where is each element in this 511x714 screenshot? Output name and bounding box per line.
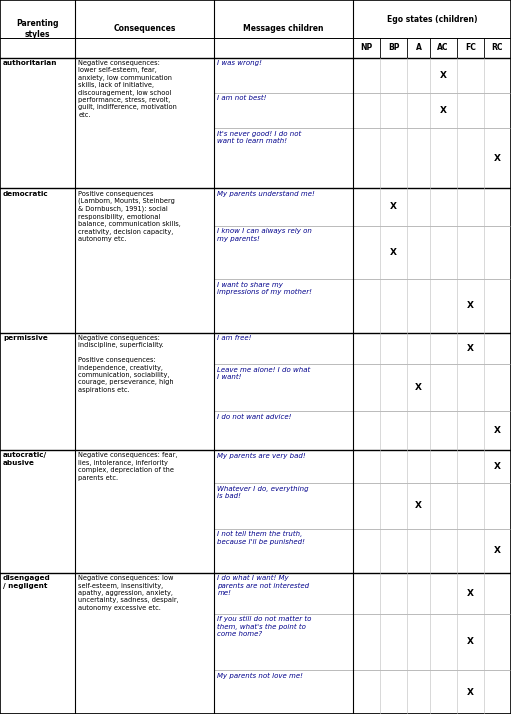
Text: X: X <box>494 426 501 435</box>
Text: I was wrong!: I was wrong! <box>217 60 262 66</box>
Text: X: X <box>439 71 447 80</box>
Text: authoritarian: authoritarian <box>3 60 58 66</box>
Text: Negative consequences:
lower self-esteem, fear,
anxiety, low communication
skill: Negative consequences: lower self-esteem… <box>79 60 177 118</box>
Text: X: X <box>467 344 474 353</box>
Text: X: X <box>415 383 422 392</box>
Text: Messages children: Messages children <box>243 24 324 34</box>
Text: X: X <box>415 501 422 511</box>
Text: If you still do not matter to
them, what's the point to
come home?: If you still do not matter to them, what… <box>217 616 312 637</box>
Text: I not tell them the truth,
because I'll be punished!: I not tell them the truth, because I'll … <box>217 531 305 545</box>
Text: It's never good! I do not
want to learn math!: It's never good! I do not want to learn … <box>217 131 301 144</box>
Text: X: X <box>390 248 398 257</box>
Text: Leave me alone! I do what
I want!: Leave me alone! I do what I want! <box>217 367 311 380</box>
Text: A: A <box>415 44 422 52</box>
Text: X: X <box>390 202 398 211</box>
Text: Ego states (children): Ego states (children) <box>387 14 477 24</box>
Text: My parents not love me!: My parents not love me! <box>217 673 303 679</box>
Text: Negative consequences:
indiscipline, superficiality.

Positive consequences:
ind: Negative consequences: indiscipline, sup… <box>79 335 174 393</box>
Text: Negative consequences: fear,
lies, intolerance, inferiority
complex, depreciatio: Negative consequences: fear, lies, intol… <box>79 453 178 481</box>
Text: Parenting
styles: Parenting styles <box>16 19 59 39</box>
Text: X: X <box>494 546 501 555</box>
Text: AC: AC <box>437 44 449 52</box>
Text: X: X <box>467 589 474 598</box>
Text: I do not want advice!: I do not want advice! <box>217 413 292 420</box>
Text: X: X <box>467 688 474 697</box>
Text: I want to share my
impressions of my mother!: I want to share my impressions of my mot… <box>217 281 312 295</box>
Text: Negative consequences: low
self-esteem, insensitivity,
apathy, aggression, anxie: Negative consequences: low self-esteem, … <box>79 575 179 610</box>
Text: X: X <box>494 154 501 163</box>
Text: I am not best!: I am not best! <box>217 95 267 101</box>
Text: X: X <box>467 638 474 646</box>
Text: I am free!: I am free! <box>217 335 251 341</box>
Text: RC: RC <box>492 44 503 52</box>
Text: X: X <box>467 301 474 311</box>
Text: democratic: democratic <box>3 191 49 196</box>
Text: disengaged
/ negligent: disengaged / negligent <box>3 575 51 589</box>
Text: My parents are very bad!: My parents are very bad! <box>217 453 306 458</box>
Text: autocratic/
abusive: autocratic/ abusive <box>3 453 47 466</box>
Text: Whatever I do, everything
is bad!: Whatever I do, everything is bad! <box>217 486 309 499</box>
Text: permissive: permissive <box>3 335 48 341</box>
Text: Positive consequences
(Lamborn, Mounts, Steinberg
& Dornbusch, 1991): social
res: Positive consequences (Lamborn, Mounts, … <box>79 191 181 242</box>
Text: I know I can always rely on
my parents!: I know I can always rely on my parents! <box>217 228 312 241</box>
Text: My parents understand me!: My parents understand me! <box>217 191 315 196</box>
Text: NP: NP <box>361 44 373 52</box>
Text: Consequences: Consequences <box>113 24 176 34</box>
Text: FC: FC <box>465 44 476 52</box>
Text: X: X <box>439 106 447 115</box>
Text: X: X <box>494 462 501 471</box>
Text: I do what I want! My
parents are not interested
me!: I do what I want! My parents are not int… <box>217 575 309 596</box>
Text: BP: BP <box>388 44 400 52</box>
